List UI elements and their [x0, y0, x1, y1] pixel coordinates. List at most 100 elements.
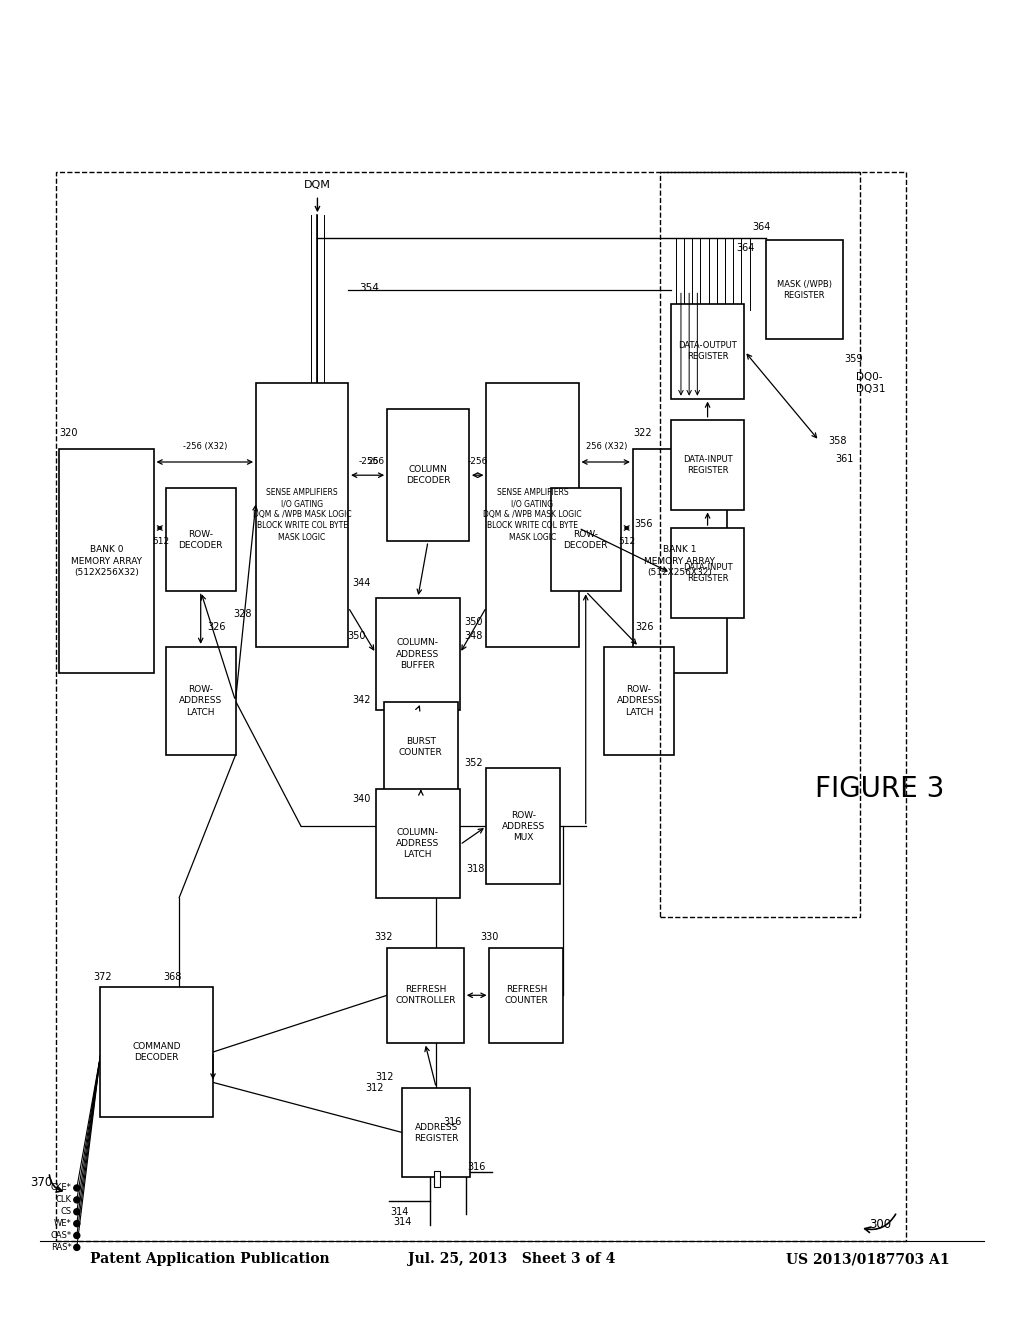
Text: 326: 326	[207, 622, 225, 632]
Bar	[59, 449, 154, 673]
Bar	[166, 647, 236, 755]
Circle shape	[74, 1185, 80, 1191]
Text: 359: 359	[845, 354, 863, 364]
Text: 364: 364	[736, 243, 755, 253]
Text: 326: 326	[635, 622, 653, 632]
Text: ROW-
ADDRESS
LATCH: ROW- ADDRESS LATCH	[179, 685, 222, 717]
Text: WE*: WE*	[54, 1220, 72, 1228]
Text: 342: 342	[352, 694, 371, 705]
Text: 332: 332	[375, 932, 393, 942]
Text: DATA-INPUT
REGISTER: DATA-INPUT REGISTER	[683, 562, 732, 583]
Bar	[604, 647, 674, 755]
Bar	[384, 702, 458, 792]
Bar	[256, 383, 348, 647]
Circle shape	[74, 1233, 80, 1238]
Text: 350: 350	[347, 631, 366, 642]
Text: DQM: DQM	[304, 180, 331, 190]
Text: CLK: CLK	[55, 1196, 72, 1204]
Bar	[766, 240, 843, 339]
Bar	[100, 987, 213, 1117]
Text: 256: 256	[367, 458, 384, 466]
Text: MASK (/WPB)
REGISTER: MASK (/WPB) REGISTER	[777, 280, 831, 300]
Bar	[387, 409, 469, 541]
Bar	[551, 488, 621, 591]
Bar	[633, 449, 727, 673]
Text: -256 (X32): -256 (X32)	[182, 442, 227, 450]
Text: 356: 356	[635, 519, 653, 529]
Text: Jul. 25, 2013   Sheet 3 of 4: Jul. 25, 2013 Sheet 3 of 4	[409, 1253, 615, 1266]
Bar	[671, 304, 744, 399]
Text: COLUMN-
ADDRESS
LATCH: COLUMN- ADDRESS LATCH	[396, 828, 439, 859]
Bar	[486, 768, 560, 884]
Text: REFRESH
CONTROLLER: REFRESH CONTROLLER	[395, 985, 456, 1006]
Text: 512: 512	[153, 537, 169, 545]
Text: 340: 340	[352, 793, 371, 804]
Text: CAS*: CAS*	[50, 1232, 72, 1239]
Text: -256: -256	[468, 458, 488, 466]
Text: 256 (X32): 256 (X32)	[586, 442, 627, 450]
Bar	[671, 420, 744, 510]
Text: 300: 300	[869, 1218, 892, 1232]
Bar	[387, 948, 464, 1043]
Text: FIGURE 3: FIGURE 3	[815, 775, 945, 804]
Text: 368: 368	[163, 972, 181, 982]
Bar	[489, 948, 563, 1043]
Text: 354: 354	[358, 282, 379, 293]
Text: CKE*: CKE*	[51, 1184, 72, 1192]
Bar	[376, 598, 460, 710]
Text: ROW-
ADDRESS
MUX: ROW- ADDRESS MUX	[502, 810, 545, 842]
Text: DQ0-
DQ31: DQ0- DQ31	[856, 372, 886, 393]
Text: -256: -256	[358, 458, 379, 466]
Text: ROW-
DECODER: ROW- DECODER	[563, 529, 608, 550]
Text: 364: 364	[753, 222, 771, 232]
Circle shape	[74, 1221, 80, 1226]
Text: 352: 352	[465, 758, 483, 768]
Text: COLUMN
DECODER: COLUMN DECODER	[406, 465, 451, 486]
Text: Patent Application Publication: Patent Application Publication	[90, 1253, 330, 1266]
Text: 512: 512	[618, 537, 635, 545]
Text: 344: 344	[352, 578, 371, 589]
Text: RAS*: RAS*	[51, 1243, 72, 1251]
Text: CS: CS	[60, 1208, 72, 1216]
Text: SENSE AMPLIFIERS
I/O GATING
DQM & /WPB MASK LOGIC
BLOCK WRITE COL BYTE
MASK LOGI: SENSE AMPLIFIERS I/O GATING DQM & /WPB M…	[483, 488, 582, 541]
Text: 348: 348	[464, 631, 482, 642]
Text: 328: 328	[233, 609, 252, 619]
Text: DATA-OUTPUT
REGISTER: DATA-OUTPUT REGISTER	[678, 341, 737, 362]
Text: 312: 312	[366, 1082, 384, 1093]
Circle shape	[74, 1245, 80, 1250]
Circle shape	[74, 1209, 80, 1214]
Text: 330: 330	[480, 932, 499, 942]
Bar	[660, 172, 860, 917]
Text: 312: 312	[376, 1072, 394, 1082]
Text: ROW-
ADDRESS
LATCH: ROW- ADDRESS LATCH	[617, 685, 660, 717]
Text: 316: 316	[443, 1117, 462, 1127]
Circle shape	[74, 1197, 80, 1203]
Text: 318: 318	[466, 863, 484, 874]
Bar	[56, 172, 906, 1241]
Text: BURST
COUNTER: BURST COUNTER	[399, 737, 442, 758]
Bar	[402, 1088, 470, 1177]
Text: 350: 350	[464, 616, 482, 627]
Text: COMMAND
DECODER: COMMAND DECODER	[132, 1041, 181, 1063]
Text: 361: 361	[836, 454, 854, 465]
Text: SENSE AMPLIFIERS
I/O GATING
DQM & /WPB MASK LOGIC
BLOCK WRITE COL BYTE
MASK LOGI: SENSE AMPLIFIERS I/O GATING DQM & /WPB M…	[253, 488, 351, 541]
Bar	[166, 488, 236, 591]
Bar	[376, 789, 460, 898]
Text: BANK 1
MEMORY ARRAY
(512X256X32): BANK 1 MEMORY ARRAY (512X256X32)	[644, 545, 716, 577]
Text: 370: 370	[30, 1176, 52, 1189]
Text: BANK 0
MEMORY ARRAY
(512X256X32): BANK 0 MEMORY ARRAY (512X256X32)	[71, 545, 142, 577]
Text: 316: 316	[467, 1162, 485, 1172]
Text: 322: 322	[633, 428, 651, 438]
Bar	[486, 383, 579, 647]
Text: 358: 358	[828, 436, 847, 446]
Text: 314: 314	[390, 1206, 409, 1217]
Text: REFRESH
COUNTER: REFRESH COUNTER	[505, 985, 548, 1006]
Text: ADDRESS
REGISTER: ADDRESS REGISTER	[414, 1122, 459, 1143]
Text: ROW-
DECODER: ROW- DECODER	[178, 529, 223, 550]
Text: 314: 314	[393, 1217, 412, 1228]
Text: COLUMN-
ADDRESS
BUFFER: COLUMN- ADDRESS BUFFER	[396, 639, 439, 669]
Text: US 2013/0187703 A1: US 2013/0187703 A1	[786, 1253, 950, 1266]
Text: 372: 372	[93, 972, 112, 982]
Bar	[434, 1171, 440, 1187]
Text: DATA-INPUT
REGISTER: DATA-INPUT REGISTER	[683, 454, 732, 475]
